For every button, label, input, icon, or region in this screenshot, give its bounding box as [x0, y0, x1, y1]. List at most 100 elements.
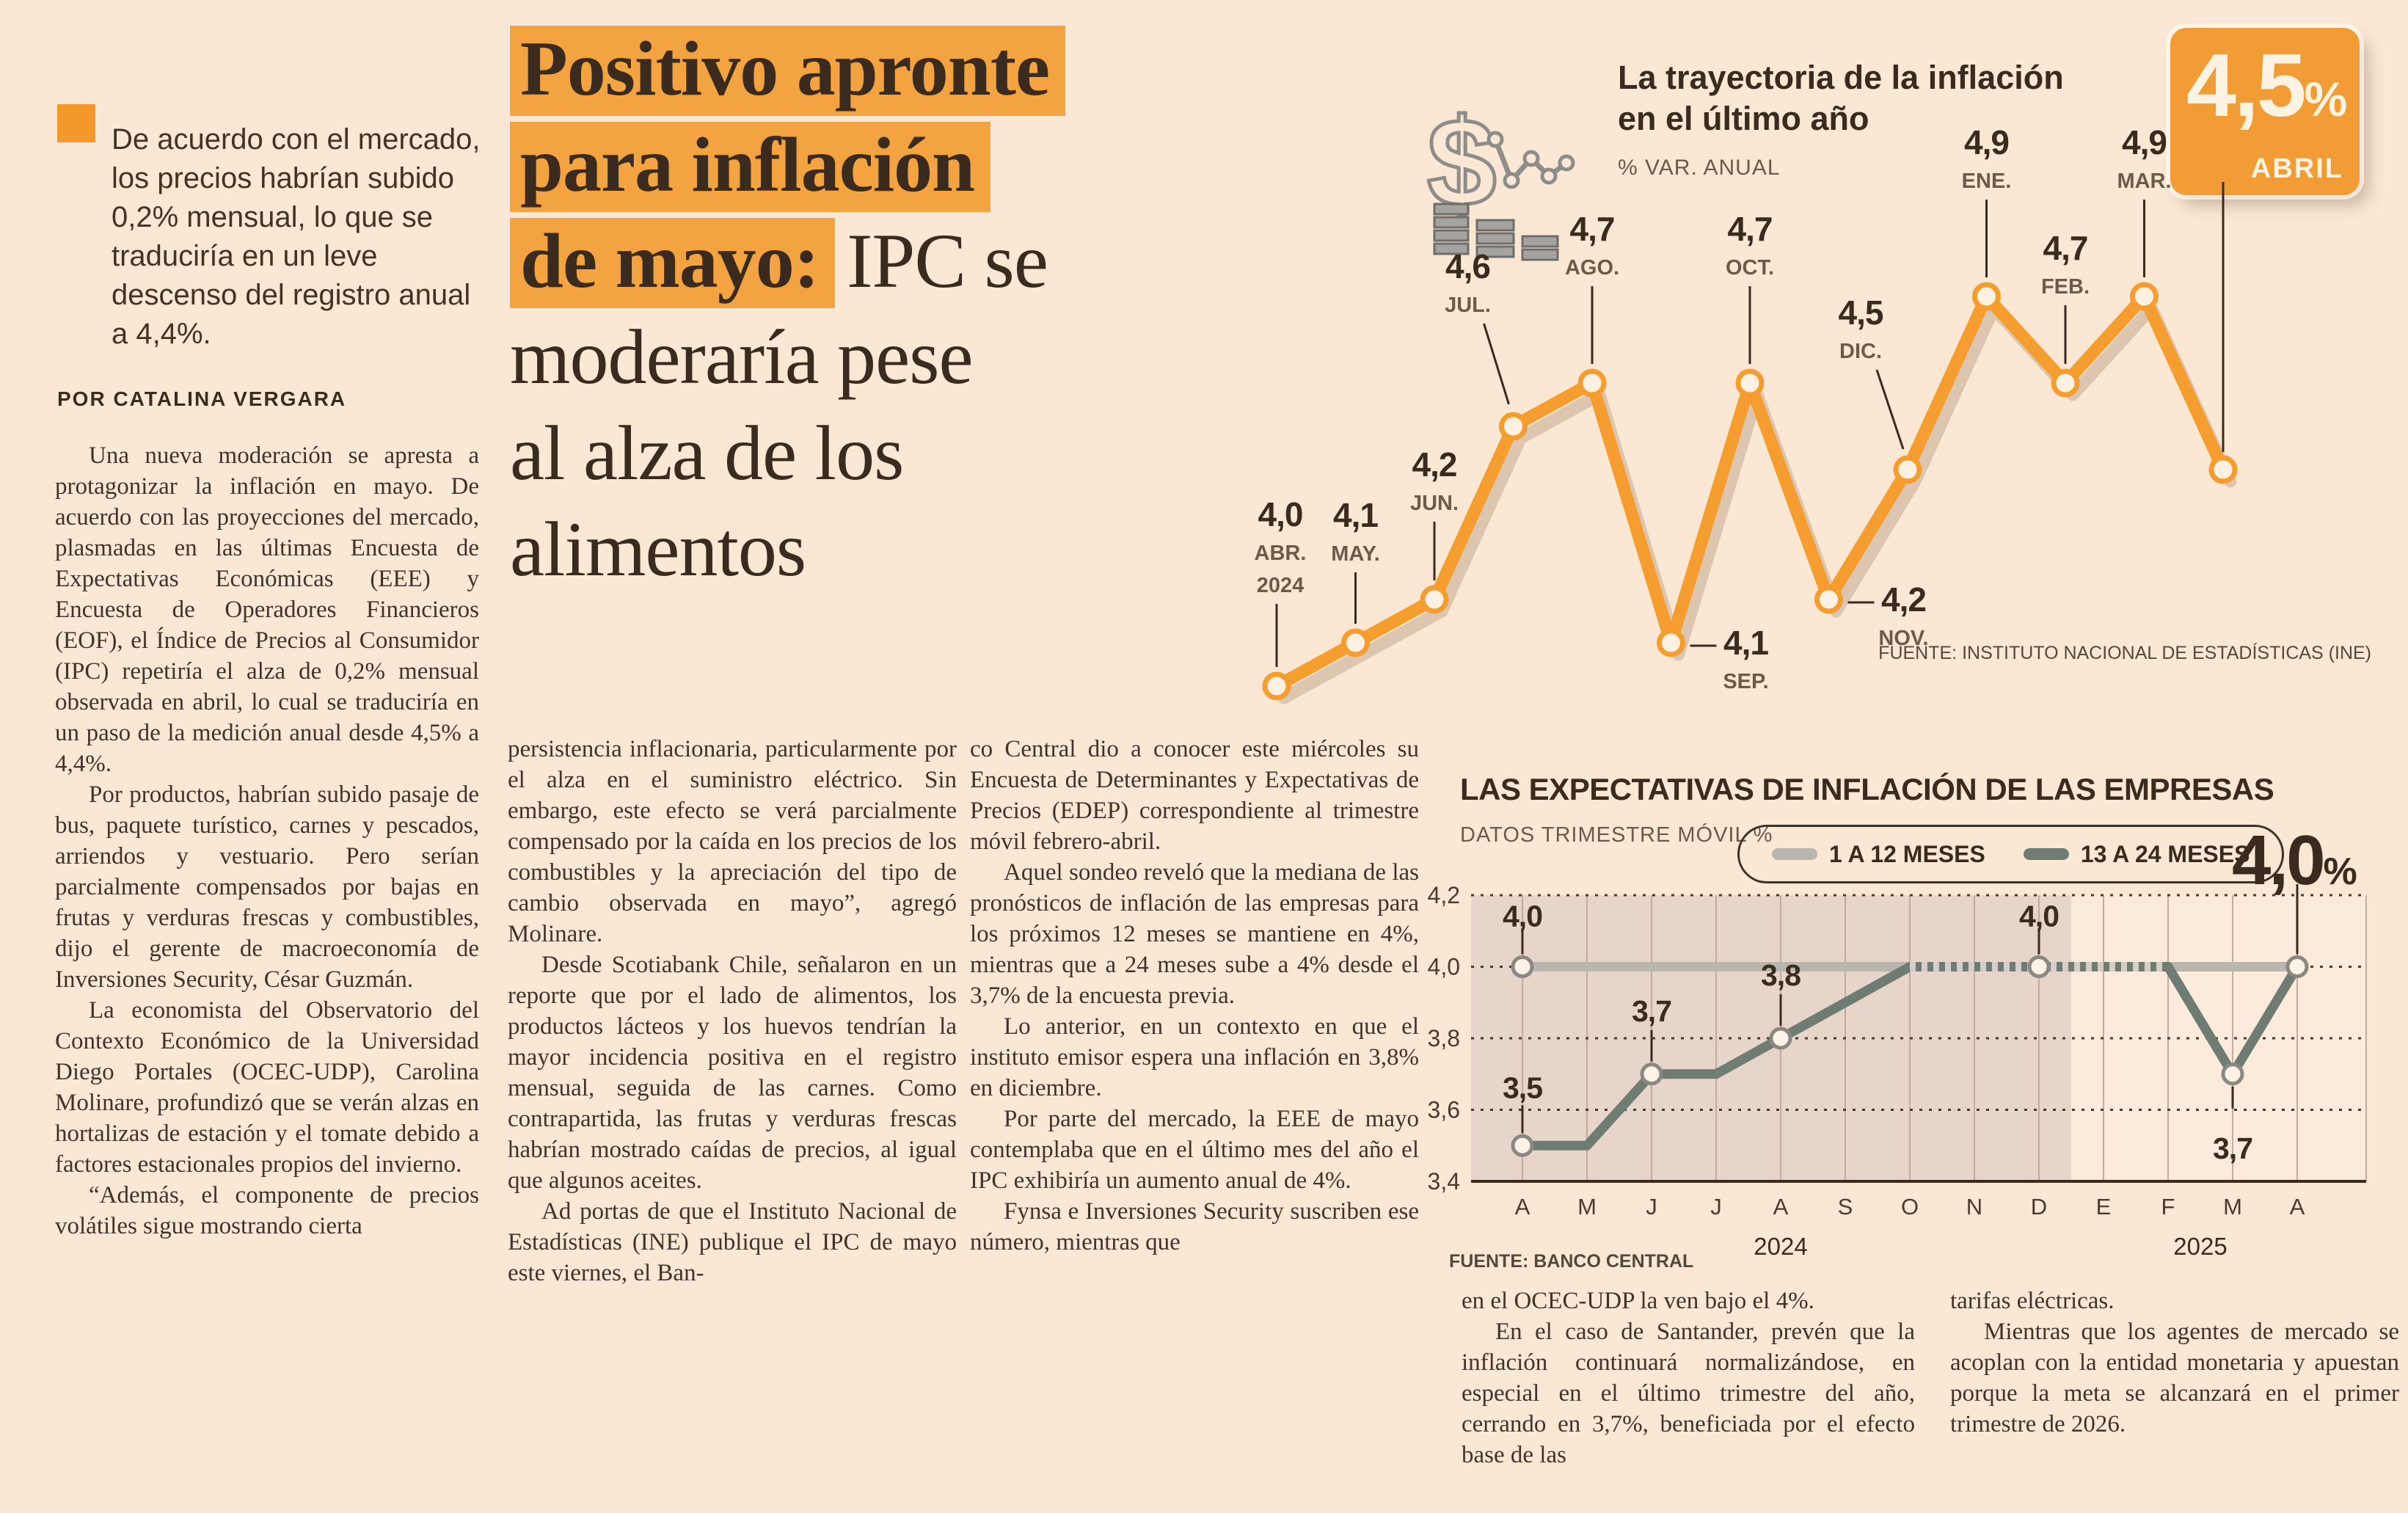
inflation-trajectory-svg: 4,0 ABR. 2024 4,1 MAY. 4,2 JUN. 4,6 JUL. 4,7 AGO. 4…: [1255, 123, 2238, 704]
april-inflation-badge: 4,5% ABRIL: [2170, 28, 2360, 195]
svg-text:4,7: 4,7: [1570, 210, 1615, 248]
svg-text:D: D: [2031, 1194, 2047, 1219]
svg-text:FEB.: FEB.: [2041, 275, 2090, 299]
paragraph: persistencia inflacionaria, particularme…: [508, 736, 957, 947]
svg-text:3,7: 3,7: [2213, 1131, 2252, 1165]
article-column-4: en el OCEC-UDP la ven bajo el 4%. En el …: [1462, 1286, 1915, 1470]
legend-item-13-24-meses: 13 A 24 MESES: [2023, 840, 2250, 868]
svg-text:4,0: 4,0: [1258, 495, 1303, 533]
headline: Positivo apronte para inflación de mayo:…: [510, 21, 1412, 597]
headline-rest-line: al alza de los: [510, 410, 904, 496]
money-chart-icon: $: [1426, 94, 1575, 261]
svg-text:ENE.: ENE.: [1962, 169, 2012, 193]
svg-text:M: M: [2223, 1194, 2242, 1219]
legend-label: 1 A 12 MESES: [1829, 840, 1985, 867]
paragraph: Por parte del mercado, la EEE de mayo co…: [970, 1106, 1419, 1194]
svg-text:2024: 2024: [1754, 1233, 1807, 1260]
chart2-title: LAS EXPECTATIVAS DE INFLACIÓN DE LAS EMP…: [1460, 772, 2274, 806]
summary-bullet-icon: [57, 104, 95, 142]
svg-text:4,9: 4,9: [2122, 123, 2167, 161]
svg-text:3,5: 3,5: [1503, 1071, 1542, 1104]
svg-text:FUENTE: BANCO CENTRAL: FUENTE: BANCO CENTRAL: [1449, 1251, 1693, 1272]
paragraph: Ad portas de que el Instituto Nacional d…: [508, 1198, 957, 1286]
paragraph: co Central dio a conocer este miércoles …: [970, 736, 1419, 855]
paragraph: Mientras que los agentes de mercado se a…: [1950, 1319, 2399, 1437]
article-column-2: persistencia inflacionaria, particularme…: [508, 734, 957, 1288]
svg-text:N: N: [1966, 1194, 1982, 1219]
headline-highlight-line: de mayo:: [510, 218, 836, 308]
svg-text:3,6: 3,6: [1428, 1097, 1460, 1123]
svg-text:O: O: [1901, 1194, 1919, 1219]
headline-rest-inline: IPC se: [847, 218, 1048, 304]
paragraph: tarifas eléctricas.: [1950, 1288, 2115, 1314]
badge-value: 4,5%: [2186, 35, 2348, 135]
svg-text:3,8: 3,8: [1761, 958, 1800, 992]
svg-text:A: A: [1515, 1194, 1530, 1219]
svg-text:3,7: 3,7: [1632, 994, 1671, 1028]
paragraph: Lo anterior, en un contexto en que el in…: [970, 1013, 1419, 1101]
headline-highlight-line: Positivo apronte: [510, 26, 1066, 116]
svg-text:NOV.: NOV.: [1878, 627, 1928, 650]
headline-rest-line: alimentos: [510, 506, 806, 592]
svg-text:S: S: [1838, 1194, 1853, 1219]
svg-text:4,2: 4,2: [1428, 884, 1460, 908]
paragraph: La economista del Observatorio del Conte…: [55, 997, 479, 1178]
chart1-title: La trayectoria de la inflación en el últ…: [1618, 59, 2064, 137]
svg-text:4,0: 4,0: [2019, 900, 2059, 933]
chart1-source: FUENTE: INSTITUTO NACIONAL DE ESTADÍSTIC…: [1878, 643, 2371, 663]
svg-text:4,2: 4,2: [1881, 580, 1926, 619]
paragraph: “Además, el componente de precios voláti…: [55, 1182, 479, 1239]
svg-text:4,1: 4,1: [1723, 624, 1768, 662]
svg-text:4,5: 4,5: [1839, 294, 1883, 332]
svg-text:J: J: [1646, 1194, 1657, 1219]
paragraph: Una nueva moderación se apresta a protag…: [55, 442, 479, 777]
legend-item-1-12-meses: 1 A 12 MESES: [1772, 841, 1985, 868]
chart2-end-value: 4,0%: [2232, 821, 2357, 900]
svg-text:MAR.: MAR.: [2117, 169, 2171, 193]
headline-rest-line: moderaría pese: [510, 314, 974, 400]
article-column-1: Una nueva moderación se apresta a protag…: [55, 440, 479, 1242]
svg-text:A: A: [1773, 1194, 1789, 1219]
paragraph: Fynsa e Inversiones Security suscriben e…: [970, 1198, 1419, 1255]
article-column-3: co Central dio a conocer este miércoles …: [970, 734, 1419, 1258]
svg-text:2025: 2025: [2173, 1233, 2227, 1260]
svg-text:DIC.: DIC.: [1839, 340, 1882, 363]
chart2-legend: 1 A 12 MESES 13 A 24 MESES: [1737, 825, 2285, 883]
svg-text:JUN.: JUN.: [1410, 492, 1459, 515]
svg-text:A: A: [2290, 1194, 2305, 1219]
svg-text:4,7: 4,7: [2043, 229, 2088, 267]
svg-text:4,0: 4,0: [1503, 900, 1542, 933]
badge-month: ABRIL: [2250, 153, 2343, 184]
legend-swatch-light: [1772, 848, 1817, 860]
svg-text:M: M: [1577, 1194, 1597, 1219]
summary-text: De acuerdo con el mercado, los precios h…: [112, 123, 481, 350]
legend-swatch-dark: [2023, 848, 2069, 860]
svg-text:AGO.: AGO.: [1565, 256, 1619, 280]
svg-text:4,2: 4,2: [1412, 445, 1457, 484]
svg-text:2024: 2024: [1257, 574, 1305, 597]
svg-text:SEP.: SEP.: [1723, 670, 1768, 693]
byline: POR CATALINA VERGARA: [57, 387, 347, 410]
expectations-chart-svg: 4,2 4,0 3,8 3,6 3,4 4,0 3,5 3,7 3,8 4,0 3,7 A M J J A S O…: [1428, 884, 2367, 1272]
paragraph: Desde Scotiabank Chile, señalaron en un …: [508, 952, 957, 1194]
svg-text:J: J: [1710, 1194, 1722, 1219]
svg-text:4,1: 4,1: [1333, 496, 1378, 534]
svg-text:4,6: 4,6: [1445, 247, 1490, 285]
headline-highlight-line: para inflación: [510, 122, 991, 212]
chart2-subtitle: DATOS TRIMESTRE MÓVIL %: [1460, 823, 1773, 847]
paragraph: En el caso de Santander, prevén que la i…: [1462, 1319, 1915, 1468]
svg-text:3,4: 3,4: [1428, 1168, 1460, 1195]
legend-label: 13 A 24 MESES: [2080, 840, 2250, 867]
svg-text:MAY.: MAY.: [1331, 542, 1380, 566]
svg-text:JUL.: JUL.: [1445, 294, 1491, 317]
chart1-subtitle: % VAR. ANUAL: [1618, 156, 1781, 180]
svg-text:3,8: 3,8: [1428, 1025, 1460, 1051]
svg-text:ABR.: ABR.: [1255, 542, 1307, 565]
paragraph: Aquel sondeo reveló que la mediana de la…: [970, 859, 1419, 1009]
article-column-5: tarifas eléctricas. Mientras que los age…: [1950, 1286, 2399, 1440]
svg-text:E: E: [2096, 1194, 2112, 1219]
svg-text:4,0: 4,0: [1428, 954, 1460, 980]
svg-text:F: F: [2161, 1194, 2175, 1219]
paragraph: Por productos, habrían subido pasaje de …: [55, 781, 479, 993]
svg-text:OCT.: OCT.: [1726, 256, 1774, 280]
